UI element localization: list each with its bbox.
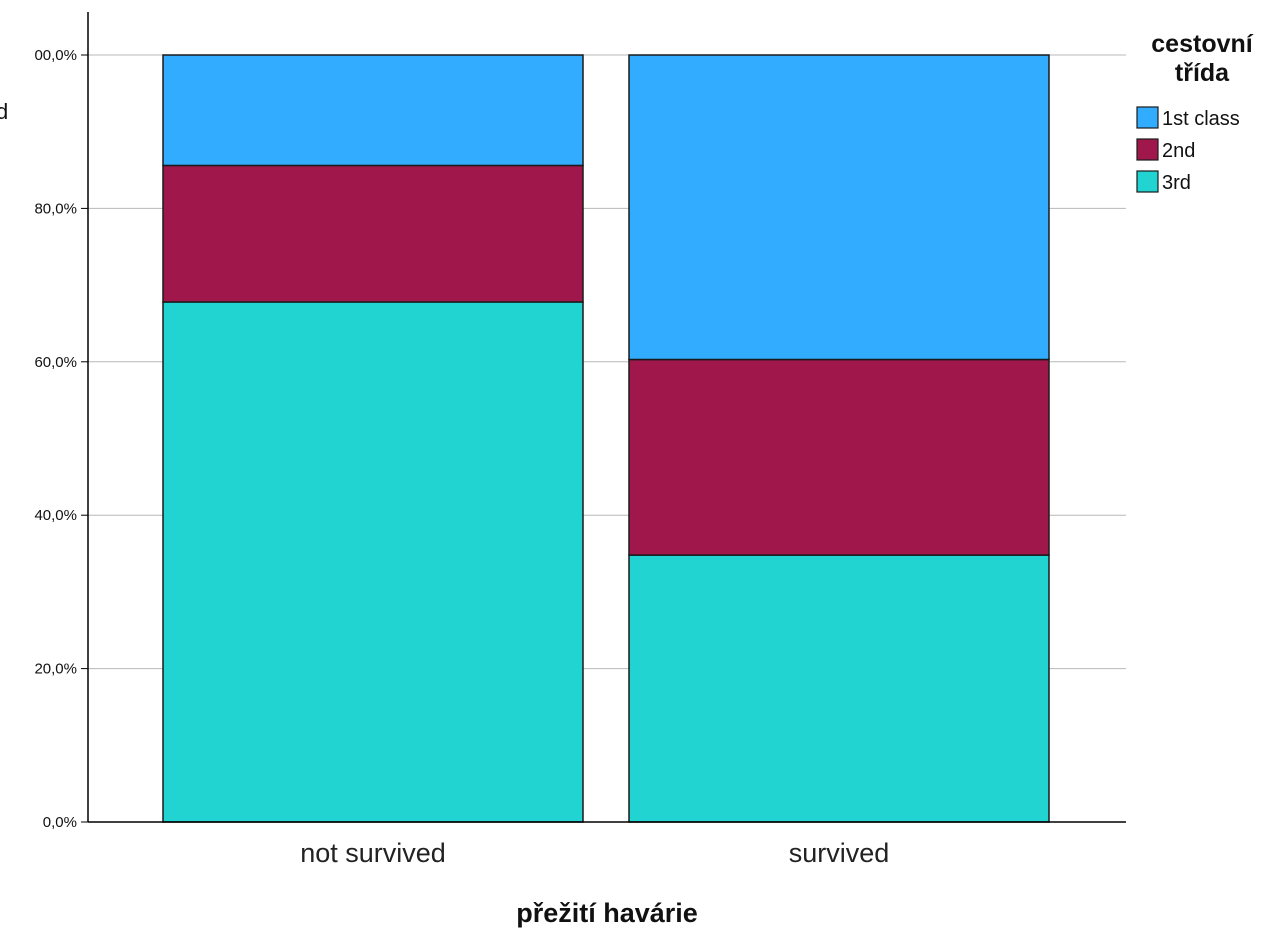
y-tick-label: 0,0% (43, 814, 77, 831)
bars (162, 54, 1050, 823)
legend-title: třída (1175, 59, 1230, 87)
y-tick-labels: 0,0% 20,0% 40,0% 60,0% 80,0% 00,0% (34, 47, 88, 831)
legend-label: 3rd (1162, 172, 1191, 194)
bar-segment (162, 164, 584, 303)
bar-segment (628, 54, 1050, 361)
legend-swatch (1136, 106, 1159, 129)
legend-label: 2nd (1162, 140, 1195, 162)
x-category-label: survived (789, 838, 890, 868)
y-tick-label: 20,0% (34, 661, 77, 678)
y-tick-label: 40,0% (34, 507, 77, 524)
legend-label: 1st class (1162, 108, 1240, 130)
legend-swatch (1136, 170, 1159, 193)
x-axis-title: přežití havárie (516, 898, 698, 928)
bar-segment (162, 54, 584, 167)
y-tick-label: 00,0% (34, 47, 77, 64)
y-tick-label: 60,0% (34, 354, 77, 371)
y-tick-label: 80,0% (34, 200, 77, 217)
bar-segment (628, 554, 1050, 823)
y-axis-title-fragment: d (0, 99, 8, 124)
legend-title: cestovní (1151, 30, 1253, 58)
legend-swatch (1136, 138, 1159, 161)
bar-segment (162, 301, 584, 823)
bar-segment (628, 358, 1050, 556)
x-category-labels: not survived survived (300, 838, 889, 868)
axes (87, 12, 1126, 823)
x-category-label: not survived (300, 838, 446, 868)
